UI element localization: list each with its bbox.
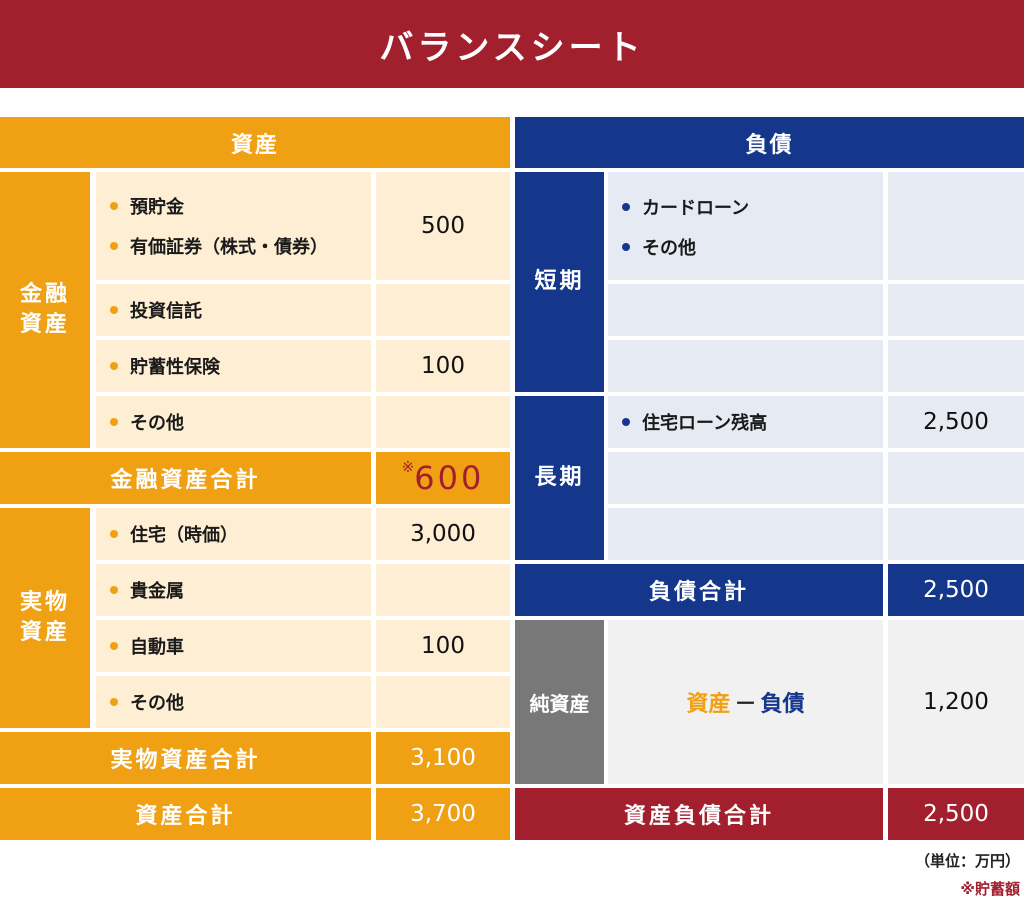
liability-value-cell [888,284,1024,336]
net-assets-label: 純資産 [515,620,604,784]
list-item: 自動車 [110,633,184,659]
asset-item-cell: 投資信託 [96,284,371,336]
liability-item-cell: カードローン その他 [608,172,883,280]
list-item: その他 [110,409,184,435]
grand-total-value: 2,500 [888,788,1024,840]
asset-item-cell: 預貯金 有価証券（株式・債券） [96,172,371,280]
liability-value-cell [888,452,1024,504]
assets-total-value: 3,700 [376,788,510,840]
financial-assets-total-value: ※ 600 [376,452,510,504]
bullet-icon [110,362,118,370]
asset-value-cell [376,284,510,336]
list-item: 貴金属 [110,577,184,603]
list-item: 預貯金 [110,193,184,219]
list-item: 有価証券（株式・債券） [110,233,328,259]
bullet-icon [622,243,630,251]
bullet-icon [110,242,118,250]
asset-value-cell [376,564,510,616]
asset-item-cell: 住宅（時価） [96,508,371,560]
net-assets-formula: 資産 － 負債 [608,620,883,784]
unit-note: （単位：万円） [914,852,1020,870]
bullet-icon [622,203,630,211]
physical-assets-total-value: 3,100 [376,732,510,784]
asset-item-cell: 自動車 [96,620,371,672]
asset-item-cell: 貴金属 [96,564,371,616]
liability-value-cell [888,172,1024,280]
assets-header: 資産 [0,117,510,168]
asset-value-cell: 500 [376,172,510,280]
liability-item-cell [608,340,883,392]
asset-item-cell: 貯蓄性保険 [96,340,371,392]
asset-value-cell: 100 [376,340,510,392]
physical-assets-total-label: 実物資産合計 [0,732,371,784]
list-item: その他 [110,689,184,715]
bullet-icon [110,306,118,314]
liabilities-total-label: 負債合計 [515,564,883,616]
liability-item-cell [608,284,883,336]
bullet-icon [110,418,118,426]
long-term-label: 長期 [515,396,604,560]
liability-value-cell: 2,500 [888,396,1024,448]
list-item: 投資信託 [110,297,202,323]
list-item: カードローン [622,194,749,220]
liability-item-cell [608,508,883,560]
liabilities-total-value: 2,500 [888,564,1024,616]
list-item: 貯蓄性保険 [110,353,220,379]
bullet-icon [110,642,118,650]
liability-value-cell [888,340,1024,392]
asset-value-cell: 3,000 [376,508,510,560]
page-title: バランスシート [0,0,1024,88]
asset-item-cell: その他 [96,676,371,728]
asset-value-cell [376,676,510,728]
net-assets-value: 1,200 [888,620,1024,784]
grand-total-label: 資産負債合計 [515,788,883,840]
footnote: ※貯蓄額 [960,880,1020,898]
bullet-icon [110,530,118,538]
financial-assets-total-label: 金融資産合計 [0,452,371,504]
liability-item-cell [608,452,883,504]
financial-assets-label: 金融資産 [0,172,90,448]
liability-value-cell [888,508,1024,560]
asset-item-cell: その他 [96,396,371,448]
short-term-label: 短期 [515,172,604,392]
liabilities-header: 負債 [515,117,1024,168]
list-item: その他 [622,234,696,260]
physical-assets-label: 実物資産 [0,508,90,728]
liability-item-cell: 住宅ローン残高 [608,396,883,448]
asset-value-cell [376,396,510,448]
asset-value-cell: 100 [376,620,510,672]
bullet-icon [110,586,118,594]
bullet-icon [622,418,630,426]
list-item: 住宅ローン残高 [622,409,767,435]
footnote-mark: ※ [401,458,415,476]
bullet-icon [110,698,118,706]
bullet-icon [110,202,118,210]
list-item: 住宅（時価） [110,521,238,547]
assets-total-label: 資産合計 [0,788,371,840]
